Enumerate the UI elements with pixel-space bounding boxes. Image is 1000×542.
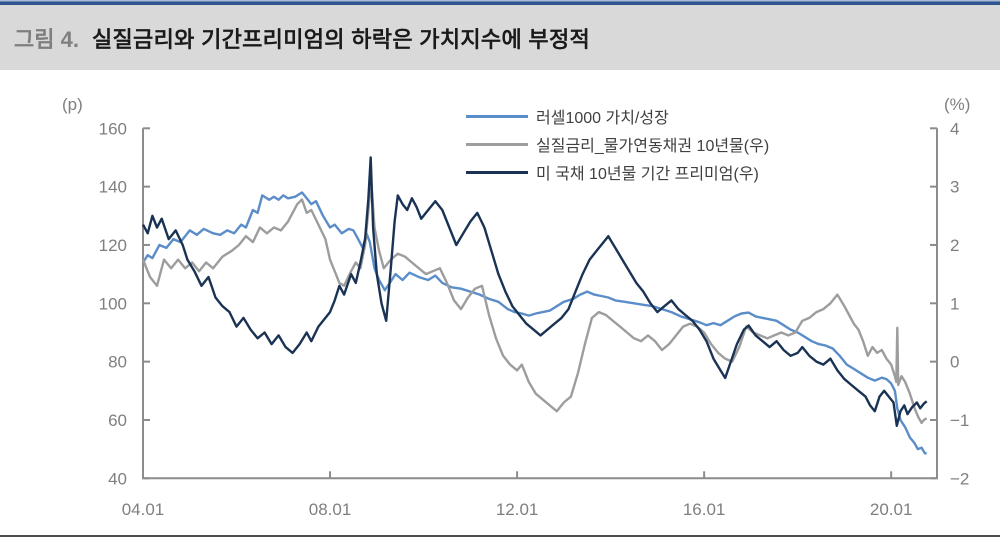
series-line-0 bbox=[141, 191, 927, 455]
figure-title: 실질금리와 기간프리미엄의 하락은 가치지수에 부정적 bbox=[91, 26, 591, 52]
chart-legend: 러셀1000 가치/성장 실질금리_물가연동채권 10년물(우) 미 국채 10… bbox=[466, 102, 769, 186]
legend-label-term-premium: 미 국채 10년물 기간 프리미엄(우) bbox=[536, 166, 759, 183]
series-line-1 bbox=[141, 179, 928, 425]
right-axis-tick-label: 3 bbox=[950, 178, 959, 197]
title-row: 그림 4. 실질금리와 기간프리미엄의 하락은 가치지수에 부정적 bbox=[0, 5, 1000, 70]
left-axis-tick-label: 160 bbox=[99, 119, 127, 138]
right-axis-tick-label: −2 bbox=[950, 469, 969, 488]
legend-label-real-rate: 실질금리_물가연동채권 10년물(우) bbox=[536, 138, 770, 155]
title-accent-bar bbox=[0, 0, 1000, 5]
right-axis-tick-label: 2 bbox=[950, 236, 959, 255]
legend-swatch-real-rate bbox=[466, 142, 528, 146]
right-axis-tick-label: 1 bbox=[950, 294, 959, 313]
figure-number-label: 그림 4. bbox=[14, 26, 79, 52]
right-axis-tick-label: 0 bbox=[950, 353, 959, 372]
right-axis-tick-label: 4 bbox=[950, 119, 959, 138]
legend-item-term-premium: 미 국채 10년물 기간 프리미엄(우) bbox=[466, 158, 769, 186]
x-axis-tick-label: 12.01 bbox=[496, 500, 539, 519]
right-axis-tick-label: −1 bbox=[950, 411, 969, 430]
left-axis-tick-label: 60 bbox=[108, 411, 127, 430]
bottom-rule bbox=[0, 535, 1000, 537]
left-axis-tick-label: 100 bbox=[99, 294, 127, 313]
series-line-2 bbox=[141, 156, 928, 427]
left-axis-tick-label: 40 bbox=[108, 469, 127, 488]
left-axis-tick-label: 120 bbox=[99, 236, 127, 255]
left-axis-tick-label: 140 bbox=[99, 178, 127, 197]
left-axis-tick-label: 80 bbox=[108, 353, 127, 372]
legend-item-russell: 러셀1000 가치/성장 bbox=[466, 102, 769, 130]
figure-title-bar: 그림 4. 실질금리와 기간프리미엄의 하락은 가치지수에 부정적 bbox=[0, 0, 1000, 70]
x-axis-tick-label: 08.01 bbox=[309, 500, 352, 519]
x-axis-tick-label: 16.01 bbox=[683, 500, 726, 519]
legend-swatch-russell bbox=[466, 114, 528, 118]
right-axis-unit-label: (%) bbox=[944, 95, 971, 114]
x-axis-tick-label: 04.01 bbox=[122, 500, 165, 519]
left-axis-unit-label: (p) bbox=[62, 95, 83, 114]
legend-item-real-rate: 실질금리_물가연동채권 10년물(우) bbox=[466, 130, 769, 158]
x-axis-tick-label: 20.01 bbox=[870, 500, 913, 519]
legend-label-russell: 러셀1000 가치/성장 bbox=[536, 110, 669, 127]
legend-swatch-term-premium bbox=[466, 170, 528, 174]
